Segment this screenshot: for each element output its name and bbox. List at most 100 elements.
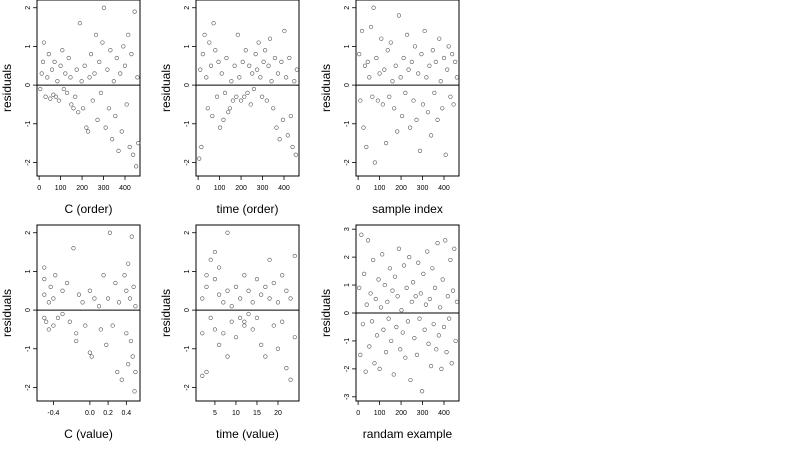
data-point xyxy=(389,338,394,344)
data-point xyxy=(89,354,94,359)
data-point xyxy=(418,291,423,296)
data-point xyxy=(204,369,209,375)
data-point xyxy=(60,48,65,53)
data-point xyxy=(280,273,285,278)
data-point xyxy=(362,63,368,68)
data-point xyxy=(101,5,107,10)
data-point xyxy=(419,389,425,394)
data-point xyxy=(441,55,447,61)
data-point xyxy=(132,389,137,394)
data-point xyxy=(214,94,220,99)
data-point xyxy=(292,253,297,259)
data-point xyxy=(425,110,430,115)
data-point xyxy=(284,288,289,293)
data-point xyxy=(238,296,243,301)
y-tick-label: 1 xyxy=(184,44,191,48)
y-tick-label: -2 xyxy=(25,159,32,165)
data-point xyxy=(95,117,100,123)
y-tick-label: -1 xyxy=(344,338,351,344)
data-point xyxy=(55,315,61,320)
data-point xyxy=(280,117,286,123)
x-tick-label: 200 xyxy=(395,185,407,192)
data-point xyxy=(396,13,402,18)
data-point xyxy=(387,94,392,99)
x-tick-label: 0 xyxy=(37,185,41,192)
data-point xyxy=(423,302,429,307)
data-point xyxy=(42,277,47,282)
data-point xyxy=(227,106,233,111)
data-point xyxy=(437,36,442,41)
data-point xyxy=(411,98,416,103)
y-tick-label: 2 xyxy=(25,6,32,10)
data-point xyxy=(51,323,56,328)
y-tick-label: -2 xyxy=(184,384,191,390)
data-point xyxy=(430,266,435,271)
data-point xyxy=(96,304,102,309)
data-point xyxy=(93,32,99,37)
data-point xyxy=(436,333,441,338)
y-tick-label: -3 xyxy=(344,394,351,400)
x-tick-label: 300 xyxy=(417,410,429,417)
data-point xyxy=(433,59,438,64)
data-point xyxy=(122,273,127,278)
data-point xyxy=(448,94,453,99)
data-point xyxy=(425,249,430,254)
y-tick-label: 0 xyxy=(344,311,351,315)
data-point xyxy=(390,79,395,84)
data-point xyxy=(414,117,419,123)
data-point xyxy=(243,48,248,53)
data-point xyxy=(259,342,264,348)
data-point xyxy=(60,311,65,317)
data-point xyxy=(400,113,405,119)
data-point xyxy=(288,377,293,382)
data-point xyxy=(438,79,443,84)
data-point xyxy=(275,71,281,76)
data-point xyxy=(242,323,247,328)
data-point xyxy=(288,296,293,301)
data-point xyxy=(388,40,393,45)
data-point xyxy=(258,75,263,80)
data-point xyxy=(42,265,47,270)
data-point xyxy=(208,257,213,262)
data-point xyxy=(204,75,209,80)
data-point xyxy=(58,63,63,68)
x-tick-label: 0.0 xyxy=(85,410,95,417)
data-point xyxy=(438,305,443,310)
data-point xyxy=(74,67,79,72)
x-tick-label: 0.2 xyxy=(103,410,113,417)
data-point xyxy=(357,52,362,57)
data-point xyxy=(71,246,76,251)
data-point xyxy=(358,98,363,103)
panel-6: 0 100 200 300 400 -3 -2 -1 0 1 2 3 randam example res… xyxy=(319,224,460,441)
data-point xyxy=(381,327,386,332)
data-point xyxy=(255,67,260,72)
data-point xyxy=(74,331,79,336)
data-point xyxy=(100,40,105,45)
y-tick-label: -1 xyxy=(184,346,191,352)
y-axis-label: residuals xyxy=(319,289,333,337)
x-axis-label: C (order) xyxy=(64,202,112,216)
data-point xyxy=(87,288,92,293)
data-point xyxy=(383,141,389,146)
data-point xyxy=(426,341,431,346)
data-point xyxy=(398,347,403,352)
data-point xyxy=(409,59,414,64)
data-point xyxy=(363,369,368,374)
x-tick-label: 200 xyxy=(76,185,88,192)
data-point xyxy=(126,261,131,266)
data-point xyxy=(359,232,364,237)
data-point xyxy=(434,347,439,352)
data-point xyxy=(88,52,94,57)
data-point xyxy=(116,148,121,153)
data-point xyxy=(259,292,264,297)
data-point xyxy=(400,330,405,335)
data-point xyxy=(374,333,380,338)
data-point xyxy=(217,265,222,270)
y-tick-label: -2 xyxy=(184,159,191,165)
data-point xyxy=(441,324,447,330)
data-point xyxy=(74,338,79,344)
data-point xyxy=(250,300,255,305)
data-point xyxy=(274,125,279,130)
data-point xyxy=(113,113,118,119)
